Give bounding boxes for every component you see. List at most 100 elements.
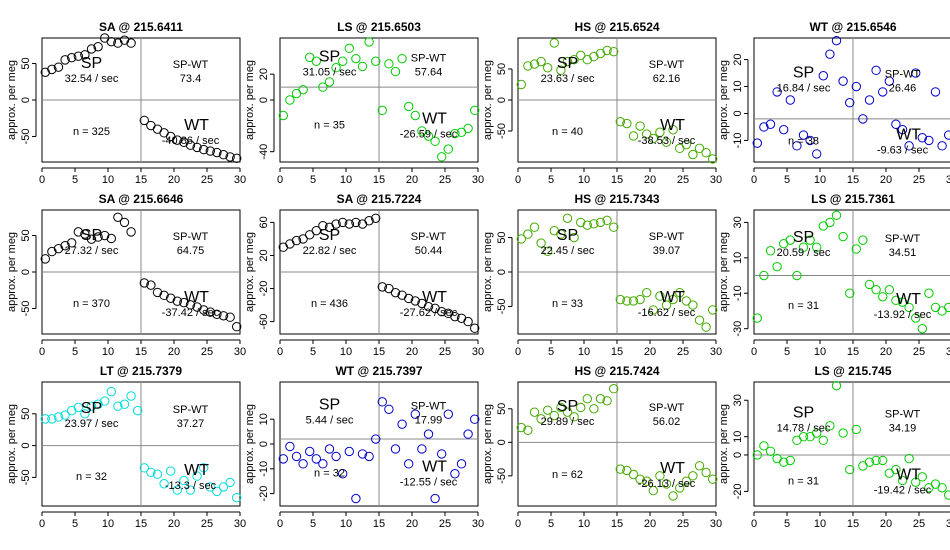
x-tick-label: 25	[677, 174, 689, 186]
x-tick-label: 20	[644, 174, 656, 186]
data-point	[218, 150, 229, 160]
data-point	[812, 242, 822, 252]
x-tick-label: 25	[913, 518, 925, 530]
data-point	[576, 402, 586, 413]
spwt-value: 62.16	[653, 73, 681, 85]
data-point	[812, 149, 822, 159]
data-point	[904, 453, 914, 464]
data-point	[904, 302, 914, 313]
data-point	[765, 119, 776, 129]
y-tick-label: -10	[732, 285, 744, 301]
wt-rate: -16.62 / sec	[638, 307, 696, 319]
data-point	[694, 461, 705, 471]
data-point	[139, 278, 150, 288]
data-point	[80, 50, 90, 60]
y-tick-label: -50	[20, 301, 32, 317]
spwt-label: SP-WT	[885, 233, 921, 245]
n-label: n = 33	[552, 298, 583, 310]
sp-rate: 29.89 / sec	[541, 416, 595, 428]
x-tick-label: 15	[847, 518, 859, 530]
y-tick-label: 20	[732, 53, 744, 65]
x-tick-label: 5	[784, 346, 790, 358]
x-tick-label: 5	[548, 174, 554, 186]
n-label: n = 32	[314, 468, 345, 480]
data-point	[648, 305, 658, 315]
sp-label: SP	[557, 55, 578, 72]
x-tick-label: 0	[277, 518, 283, 530]
spwt-value: 39.07	[653, 245, 681, 257]
data-point	[53, 412, 64, 422]
data-point	[60, 55, 70, 65]
data-point	[582, 55, 592, 65]
data-point	[556, 402, 566, 413]
spwt-label: SP-WT	[173, 59, 209, 71]
data-point	[80, 229, 90, 239]
data-point	[785, 95, 795, 105]
spwt-label: SP-WT	[649, 402, 685, 414]
data-point	[668, 294, 678, 305]
x-tick-label: 10	[578, 174, 590, 186]
y-tick-label: -50	[496, 298, 508, 314]
x-tick-label: 25	[439, 518, 451, 530]
data-point	[278, 454, 288, 464]
data-point	[152, 469, 163, 479]
data-point	[199, 305, 209, 315]
sp-label: SP	[793, 64, 814, 81]
spwt-label: SP-WT	[649, 59, 685, 71]
y-tick-label: -10	[258, 461, 270, 477]
data-point	[792, 270, 802, 281]
data-point	[589, 51, 599, 62]
spwt-value: 56.02	[653, 416, 681, 428]
wt-rate: -37.42 / sec	[162, 307, 220, 319]
x-tick-label: 30	[946, 518, 950, 530]
data-point	[858, 235, 868, 245]
x-tick-label: 25	[201, 346, 213, 358]
data-point	[285, 239, 295, 249]
data-point	[845, 464, 855, 475]
data-point	[681, 296, 691, 306]
data-point	[708, 305, 718, 315]
data-point	[825, 49, 835, 59]
data-point	[708, 474, 718, 484]
data-point	[285, 95, 295, 105]
data-point	[878, 292, 888, 302]
y-axis-label: approx. per meg	[482, 232, 494, 312]
data-point	[106, 386, 117, 397]
data-point	[456, 459, 467, 469]
y-tick-label: 50	[496, 63, 508, 75]
data-point	[569, 412, 579, 422]
data-point	[602, 396, 612, 406]
data-point	[798, 242, 809, 252]
x-tick-label: 20	[880, 346, 892, 358]
data-point	[628, 469, 639, 480]
data-point	[470, 414, 480, 424]
data-point	[884, 76, 894, 86]
x-tick-label: 20	[644, 346, 656, 358]
n-label: n = 38	[788, 135, 819, 147]
data-point	[410, 110, 420, 121]
y-tick-label: 50	[496, 403, 508, 415]
data-point	[628, 131, 639, 141]
y-tick-label: -40	[258, 144, 270, 160]
wt-label: WT	[422, 459, 447, 476]
y-tick-label: 0	[20, 269, 32, 275]
panel-title: LS @ 215.7361	[811, 192, 895, 206]
data-point	[291, 235, 302, 246]
data-point	[661, 137, 672, 147]
data-point	[701, 322, 711, 332]
spwt-value: 73.4	[180, 73, 201, 85]
data-point	[417, 444, 427, 454]
data-point	[404, 459, 414, 469]
data-point	[357, 449, 368, 459]
spwt-label: SP-WT	[649, 231, 685, 243]
data-point	[595, 48, 606, 59]
data-point	[812, 428, 822, 438]
x-tick-label: 15	[373, 518, 385, 530]
x-tick-label: 0	[751, 518, 757, 530]
data-point	[602, 45, 612, 56]
wt-label: WT	[184, 462, 209, 479]
data-point	[556, 229, 566, 239]
data-point	[516, 234, 526, 244]
x-tick-label: 0	[515, 346, 521, 358]
x-tick-label: 25	[201, 518, 213, 530]
